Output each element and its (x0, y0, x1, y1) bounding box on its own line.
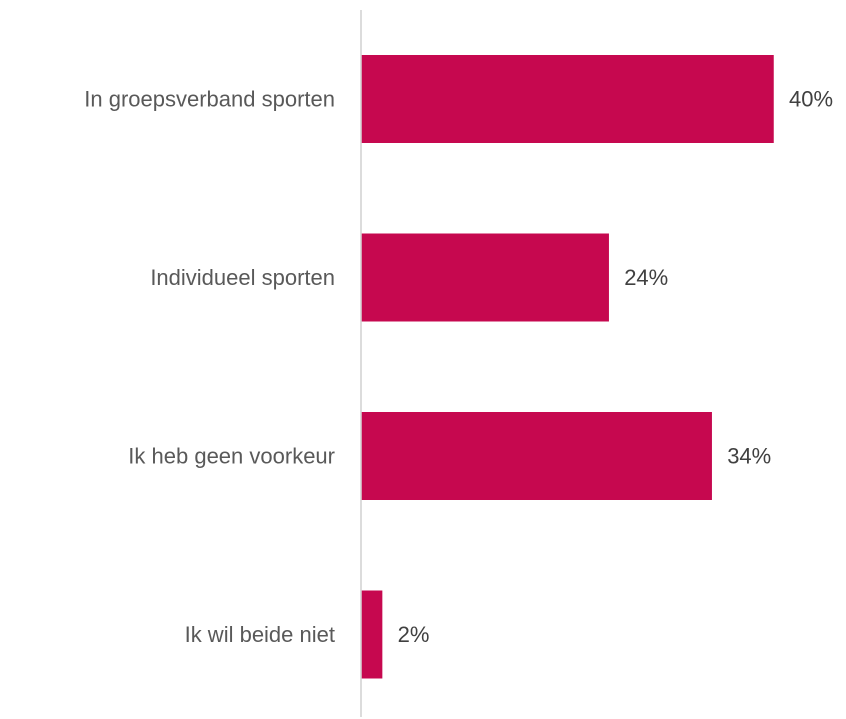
data-label: 34% (727, 444, 771, 469)
bar (361, 412, 712, 500)
data-label: 2% (398, 622, 430, 647)
category-labels: In groepsverband sporten Individueel spor… (84, 87, 335, 648)
category-label: In groepsverband sporten (84, 87, 335, 112)
data-labels: 40% 24% 34% 2% (398, 87, 833, 648)
bars-group (361, 55, 774, 679)
bar (361, 233, 609, 322)
category-label: Ik wil beide niet (185, 622, 335, 647)
data-label: 40% (789, 87, 833, 112)
data-label: 24% (624, 265, 668, 290)
bar (361, 55, 774, 143)
category-label: Ik heb geen voorkeur (128, 444, 335, 469)
bar (361, 590, 383, 679)
category-label: Individueel sporten (150, 265, 335, 290)
